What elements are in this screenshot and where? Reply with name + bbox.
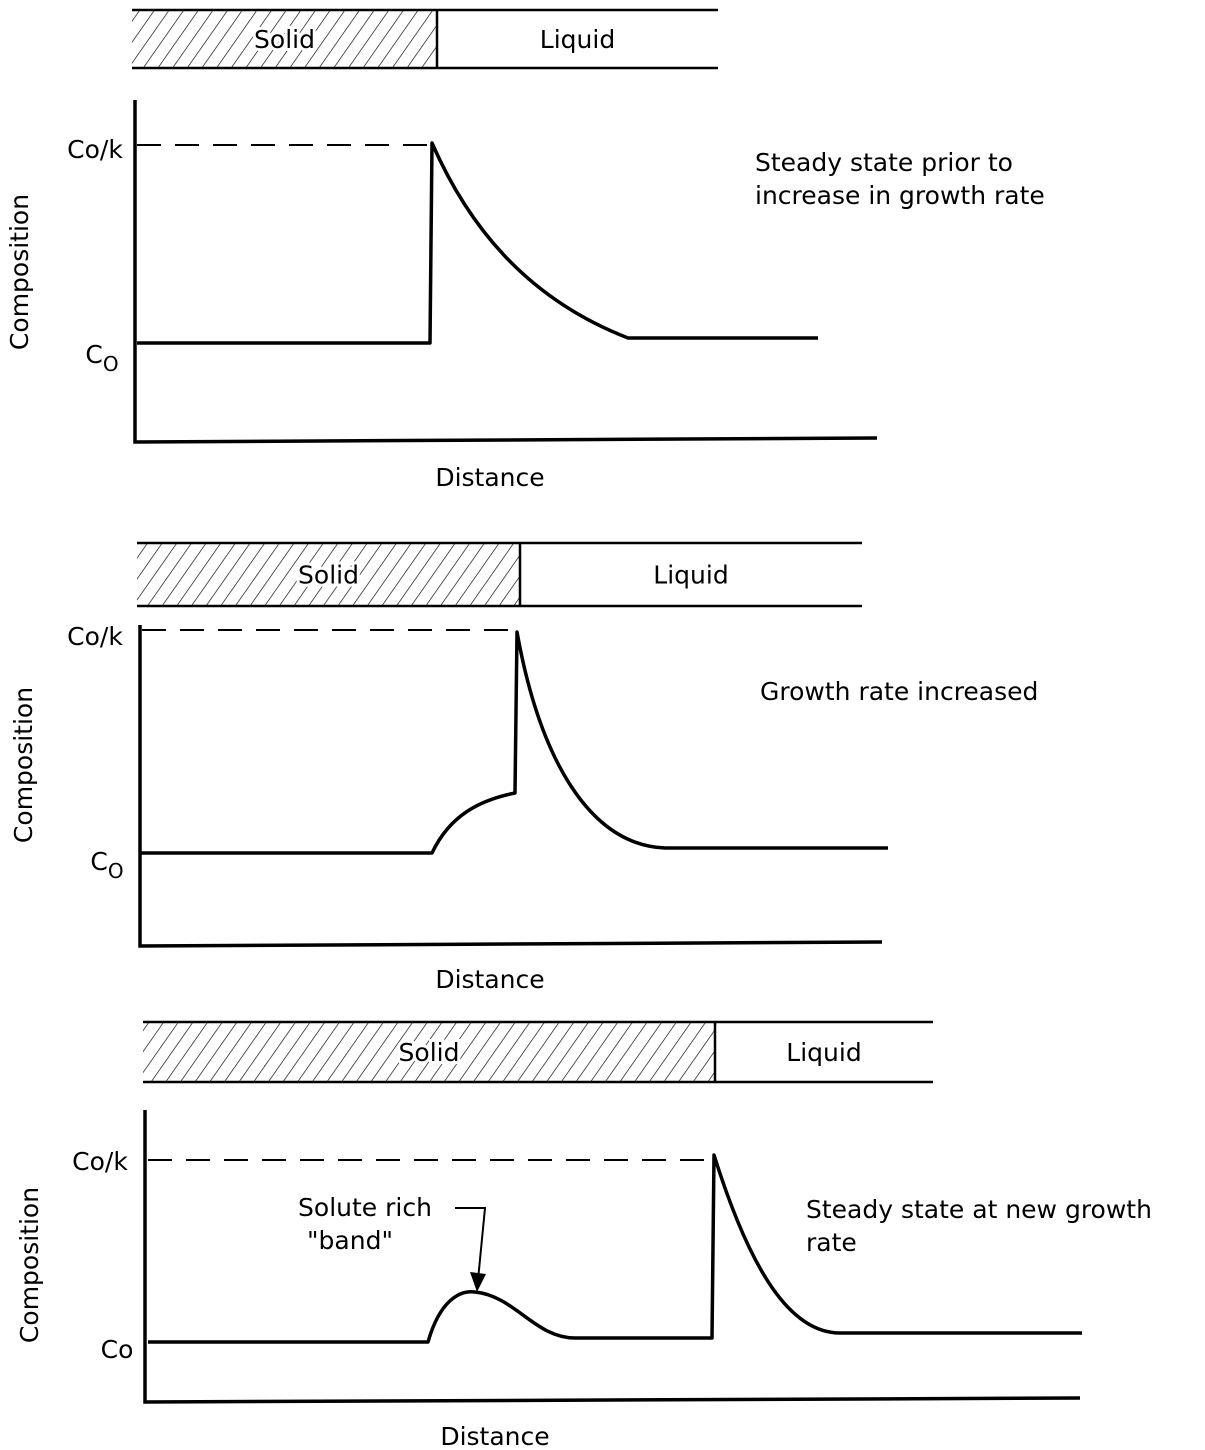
panel: Solid Liquid Co/k Co Composition Distance Stea…	[15, 1020, 1152, 1450]
composition-curve	[140, 630, 888, 855]
solid-label: Solid	[254, 25, 315, 54]
low-label-sub: O	[108, 859, 124, 883]
bar-outline	[143, 1020, 933, 1084]
y-axis-label: Composition	[9, 687, 38, 843]
axes	[138, 625, 883, 948]
caption: increase in growth rate	[755, 181, 1045, 210]
y-axis-label: Composition	[15, 1187, 44, 1343]
high-label: Co/k	[67, 622, 123, 651]
caption: Steady state prior to	[755, 148, 1013, 177]
low-label-sub: O	[103, 352, 119, 376]
high-label: Co/k	[67, 135, 123, 164]
liquid-label: Liquid	[653, 561, 728, 590]
y-axis-label: Composition	[5, 194, 34, 350]
caption: Growth rate increased	[760, 677, 1038, 706]
low-label-main: C	[90, 847, 107, 876]
composition-curve	[148, 1153, 1082, 1344]
low-label: Co	[101, 1335, 134, 1364]
caption: Steady state at new growth	[806, 1195, 1152, 1224]
liquid-label: Liquid	[540, 25, 615, 54]
solid-label: Solid	[399, 1038, 460, 1067]
x-axis-label: Distance	[435, 463, 544, 492]
bar-outline	[132, 8, 718, 70]
annotation: Solute rich	[298, 1193, 432, 1222]
bar-outline	[137, 541, 862, 608]
axes	[133, 100, 878, 444]
x-axis-label: Distance	[435, 965, 544, 994]
panel: Solid Liquid Co/k CO Composition Distance Grow…	[9, 541, 1038, 994]
composition-curve	[137, 141, 818, 345]
low-label: CO	[90, 847, 123, 883]
caption: rate	[806, 1228, 857, 1257]
high-label: Co/k	[72, 1147, 128, 1176]
solid-region	[132, 10, 437, 68]
low-label: CO	[85, 340, 118, 376]
solid-label: Solid	[298, 561, 359, 590]
arrow-head	[470, 1272, 486, 1292]
x-axis-label: Distance	[440, 1422, 549, 1450]
annotation: "band"	[307, 1226, 393, 1255]
panel: Solid Liquid Co/k CO Composition Distance Stea…	[5, 8, 1045, 492]
solid-region	[143, 1022, 715, 1082]
liquid-label: Liquid	[786, 1038, 861, 1067]
low-label-main: C	[85, 340, 102, 369]
solid-region	[137, 543, 520, 606]
low-label-main: Co	[101, 1335, 134, 1364]
annotation-arrow	[455, 1207, 487, 1281]
axes	[143, 1110, 1081, 1404]
